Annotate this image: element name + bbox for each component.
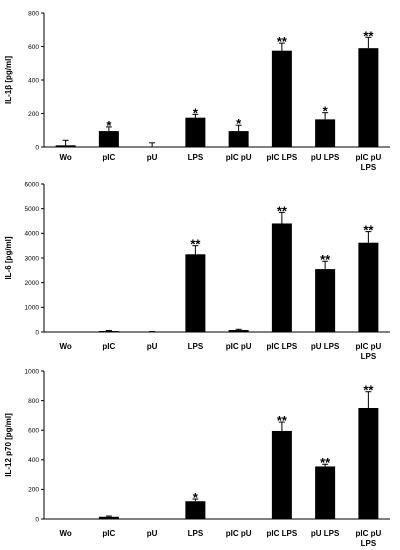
- y-axis-label: IL-12 p70 [pg/ml]: [4, 413, 13, 477]
- bar: [228, 131, 249, 147]
- category-label: LPS: [188, 342, 204, 351]
- bar: [185, 501, 206, 519]
- bar: [271, 223, 292, 332]
- bar: [228, 330, 249, 332]
- category-label: pU LPS: [311, 529, 340, 538]
- y-axis-label: IL-6 [pg/ml]: [4, 236, 13, 279]
- chart-panel-2: 0 1000 2000 3000 4000 5000 6000 IL-6 [pg/ml] Wo p…: [4, 181, 390, 361]
- category-label: LPS: [188, 529, 204, 538]
- category-label: pIC pU: [226, 342, 252, 351]
- y-axis-label: IL-1β [pg/ml]: [4, 56, 13, 104]
- category-label: Wo: [59, 342, 71, 351]
- category-label: pU: [147, 153, 158, 162]
- category-label: LPS: [361, 352, 377, 361]
- significance-marker: **: [363, 223, 374, 238]
- significance-marker: *: [193, 105, 199, 120]
- category-label: pIC: [102, 529, 115, 538]
- bar: [55, 145, 76, 147]
- y-tick-label: 200: [28, 487, 39, 494]
- significance-marker: **: [320, 455, 331, 470]
- bar: [315, 466, 336, 519]
- category-label: LPS: [361, 539, 377, 548]
- y-tick-label: 800: [28, 10, 39, 17]
- bar: [358, 408, 379, 519]
- bar: [358, 48, 379, 147]
- y-tick-label: 400: [28, 77, 39, 84]
- category-label: LPS: [361, 163, 377, 172]
- y-tick-label: 0: [35, 144, 39, 151]
- category-label: pIC pU: [355, 153, 381, 162]
- significance-marker: **: [363, 383, 374, 398]
- significance-marker: *: [193, 490, 199, 505]
- significance-marker: **: [277, 34, 288, 49]
- chart-panel-3: 0 200 400 600 800 1000 IL-12 p70 [pg/ml] Wo pIC p…: [4, 368, 390, 548]
- y-tick-label: 5000: [25, 206, 40, 213]
- category-label: Wo: [59, 529, 71, 538]
- y-tick-label: 2000: [25, 280, 40, 287]
- y-tick-label: 600: [28, 44, 39, 51]
- y-tick-label: 4000: [25, 231, 40, 238]
- category-label: pU LPS: [311, 342, 340, 351]
- category-label: pU LPS: [311, 153, 340, 162]
- y-tick-label: 0: [35, 516, 39, 523]
- category-label: pIC LPS: [267, 153, 298, 162]
- y-tick-label: 0: [35, 329, 39, 336]
- category-label: pIC pU: [355, 342, 381, 351]
- y-tick-label: 200: [28, 111, 39, 118]
- category-label: pIC pU: [226, 529, 252, 538]
- category-label: Wo: [59, 153, 71, 162]
- y-tick-label: 3000: [25, 255, 40, 262]
- y-tick-label: 1000: [25, 368, 40, 375]
- bar: [315, 119, 336, 147]
- bar: [315, 269, 336, 332]
- y-tick-label: 400: [28, 457, 39, 464]
- bar: [98, 516, 119, 519]
- bar: [185, 117, 206, 147]
- category-label: pU: [147, 342, 158, 351]
- category-label: pIC: [102, 153, 115, 162]
- category-label: pU: [147, 529, 158, 538]
- category-label: LPS: [188, 153, 204, 162]
- category-label: pIC pU: [226, 153, 252, 162]
- y-tick-label: 6000: [25, 181, 40, 188]
- y-tick-label: 1000: [25, 305, 40, 312]
- bar: [185, 254, 206, 332]
- chart-panel-1: 0 200 400 600 800 IL-1β [pg/ml] Wo * pIC pU * LPS * p…: [4, 10, 390, 172]
- category-label: pIC LPS: [267, 529, 298, 538]
- significance-marker: **: [190, 237, 201, 252]
- bar: [271, 50, 292, 147]
- significance-marker: **: [320, 252, 331, 267]
- significance-marker: **: [277, 413, 288, 428]
- bar: [271, 430, 292, 519]
- bar: [358, 242, 379, 332]
- category-label: pIC pU: [355, 529, 381, 538]
- significance-marker: *: [323, 104, 329, 119]
- significance-marker: *: [236, 116, 242, 131]
- category-label: pIC: [102, 342, 115, 351]
- category-label: pIC LPS: [267, 342, 298, 351]
- y-tick-label: 800: [28, 398, 39, 405]
- significance-marker: **: [277, 203, 288, 218]
- significance-marker: **: [363, 28, 374, 43]
- y-tick-label: 600: [28, 428, 39, 435]
- significance-marker: *: [106, 118, 112, 133]
- bar: [98, 131, 119, 147]
- bar: [98, 331, 119, 332]
